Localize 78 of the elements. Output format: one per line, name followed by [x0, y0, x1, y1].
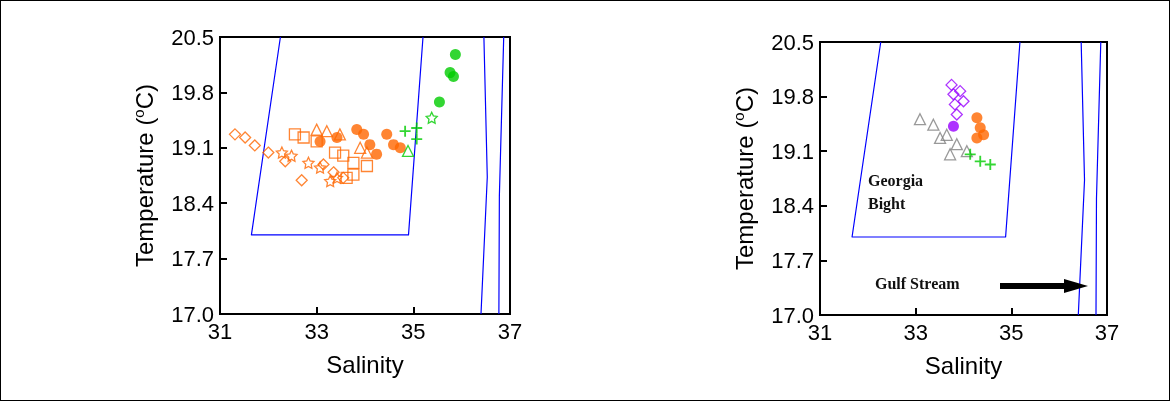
point: [381, 128, 393, 140]
y-axis-title: Temperature (oC): [730, 86, 758, 271]
point: [320, 125, 333, 138]
point: [399, 125, 411, 137]
point: [433, 96, 445, 108]
point: [957, 95, 970, 108]
point: [950, 138, 963, 151]
point: [411, 133, 423, 145]
point: [327, 166, 340, 179]
point: [314, 135, 326, 147]
y-axis-title: Temperature (oC): [130, 83, 158, 268]
point: [394, 142, 406, 154]
point: [950, 108, 963, 121]
x-tick-label: 33: [304, 318, 329, 344]
point: [964, 148, 976, 160]
x-tick-label: 37: [497, 318, 523, 344]
x-tick-label: 37: [1094, 319, 1120, 345]
point: [347, 168, 360, 181]
point: [449, 48, 461, 60]
point: [960, 145, 973, 158]
y-tick-label: 18.4: [171, 190, 214, 216]
point: [974, 155, 986, 167]
point: [978, 129, 990, 141]
y-tick-label: 17.7: [771, 247, 814, 273]
point: [913, 113, 927, 126]
point: [447, 71, 459, 83]
point: [971, 112, 983, 124]
point: [288, 128, 302, 141]
point: [347, 156, 360, 169]
x-tick-label: 33: [903, 319, 928, 345]
point: [328, 146, 342, 159]
point: [331, 132, 343, 144]
x-tick-label: 35: [401, 318, 426, 344]
x-axis-title: Salinity: [924, 351, 1003, 379]
point: [411, 122, 423, 134]
point: [317, 158, 330, 171]
y-tick-label: 17.7: [171, 246, 214, 272]
point: [262, 146, 275, 159]
point: [364, 139, 376, 151]
point: [337, 149, 350, 162]
point: [297, 131, 310, 144]
annotation: Gulf Stream: [875, 275, 961, 292]
x-axis-title: Salinity: [326, 350, 404, 378]
point: [330, 171, 344, 185]
point: [927, 118, 940, 131]
point: [948, 98, 962, 111]
point: [285, 149, 298, 162]
point: [940, 128, 953, 141]
point: [954, 84, 967, 98]
point: [401, 144, 415, 158]
y-tick-label: 19.1: [171, 135, 214, 161]
point: [943, 148, 957, 161]
x-tick-label: 35: [999, 319, 1024, 345]
point: [360, 159, 374, 173]
point: [324, 174, 337, 188]
point: [275, 146, 289, 159]
annotation: Georgia Bight: [868, 172, 928, 213]
point: [302, 156, 315, 169]
point: [947, 120, 959, 132]
y-tick-label: 19.8: [771, 84, 814, 110]
point: [295, 174, 308, 187]
point: [310, 135, 323, 148]
point: [358, 128, 370, 140]
point: [947, 88, 960, 101]
y-tick-label: 19.1: [771, 138, 814, 164]
y-tick-label: 19.8: [171, 79, 214, 105]
point: [310, 123, 323, 136]
point: [360, 146, 374, 159]
point: [279, 155, 292, 168]
point: [933, 131, 947, 145]
y-tick-label: 20.5: [171, 24, 214, 50]
point: [425, 111, 438, 124]
point: [354, 141, 367, 154]
point: [371, 148, 383, 160]
point: [313, 161, 327, 174]
point: [945, 78, 958, 92]
y-tick-label: 18.4: [771, 193, 814, 219]
y-tick-label: 20.5: [771, 29, 814, 55]
